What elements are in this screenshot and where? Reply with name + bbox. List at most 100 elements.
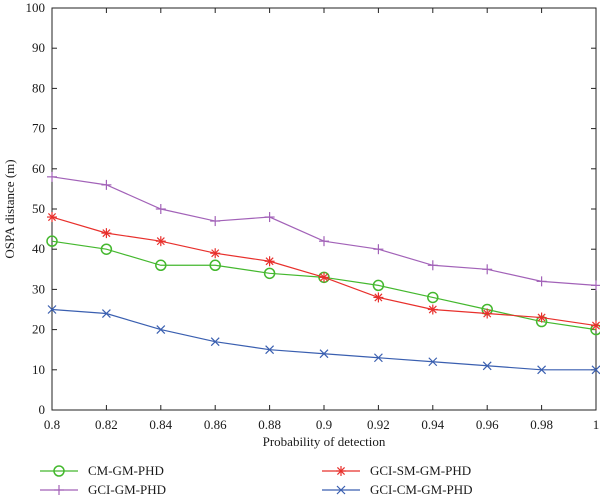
- series-line-gci-sm-gm-phd: [51, 216, 597, 327]
- legend-item-gci-sm-gm-phd: GCI-SM-GM-PHD: [322, 463, 471, 478]
- y-tick-label: 90: [32, 40, 45, 55]
- data-point-gci-gm-phd: [155, 204, 166, 214]
- marker-ast-d2: [428, 305, 437, 314]
- data-point-cm-gm-phd: [427, 291, 439, 304]
- data-point-cm-gm-phd: [263, 267, 276, 280]
- data-point-gci-gm-phd: [264, 212, 275, 223]
- data-point-cm-gm-phd: [372, 279, 385, 292]
- x-tick-label: 0.9: [316, 417, 332, 432]
- legend-marker: [54, 485, 64, 495]
- data-point-gci-sm-gm-phd: [319, 272, 329, 283]
- legend-label: CM-GM-PHD: [88, 463, 164, 478]
- y-tick-label: 0: [39, 402, 46, 417]
- marker-ast-d2: [537, 313, 546, 322]
- x-tick-label: 0.96: [476, 417, 499, 432]
- x-tick-label: 1: [593, 417, 600, 432]
- marker-cross-b: [156, 325, 166, 335]
- series-gci-cm-gm-phd: [47, 305, 600, 375]
- x-tick-label: 0.82: [95, 417, 118, 432]
- legend-label: GCI-SM-GM-PHD: [370, 463, 471, 478]
- marker-ast-d2: [374, 293, 383, 302]
- data-point-gci-cm-gm-phd: [47, 305, 57, 314]
- data-point-cm-gm-phd: [46, 235, 58, 247]
- legend-item-gci-gm-phd: GCI-GM-PHD: [40, 482, 166, 497]
- data-point-gci-cm-gm-phd: [428, 357, 438, 367]
- data-point-gci-cm-gm-phd: [319, 349, 329, 359]
- series-line-gci-cm-gm-phd: [51, 308, 596, 371]
- x-tick-label: 0.84: [149, 417, 172, 432]
- data-point-gci-cm-gm-phd: [101, 309, 111, 318]
- legend-item-gci-cm-gm-phd: GCI-CM-GM-PHD: [322, 482, 473, 497]
- x-axis-label: Probability of detection: [263, 434, 386, 449]
- data-point-gci-sm-gm-phd: [536, 312, 547, 323]
- marker-ast-d2: [47, 213, 57, 222]
- data-point-gci-cm-gm-phd: [591, 365, 600, 375]
- series-cm-gm-phd: [46, 235, 600, 336]
- data-point-gci-gm-phd: [591, 280, 600, 291]
- marker-cross-b: [319, 349, 329, 359]
- marker-circle: [100, 243, 113, 255]
- x-tick-label: 0.88: [258, 417, 281, 432]
- data-point-gci-sm-gm-phd: [591, 320, 600, 331]
- data-point-cm-gm-phd: [155, 259, 167, 272]
- data-point-gci-sm-gm-phd: [101, 228, 112, 239]
- data-point-cm-gm-phd: [209, 259, 221, 272]
- y-tick-label: 50: [32, 201, 45, 216]
- series-line-cm-gm-phd: [51, 240, 597, 331]
- y-tick-label: 10: [32, 362, 45, 377]
- marker-ast-d2: [265, 257, 274, 266]
- data-point-gci-sm-gm-phd: [47, 212, 57, 223]
- series-layer: [46, 171, 600, 375]
- marker-circle: [53, 465, 65, 477]
- marker-cross-b: [537, 365, 547, 375]
- legend-marker: [53, 465, 65, 477]
- marker-ast-d2: [336, 466, 346, 476]
- marker-ast-d2: [156, 237, 165, 246]
- x-tick-label: 0.92: [367, 417, 390, 432]
- x-tick-label: 0.98: [530, 417, 553, 432]
- x-tick-label: 0.8: [44, 417, 60, 432]
- marker-cross-b: [428, 357, 438, 367]
- marker-cross-b: [482, 361, 492, 371]
- marker-circle: [46, 235, 58, 247]
- series-gci-sm-gm-phd: [47, 212, 600, 331]
- data-point-gci-gm-phd: [101, 179, 112, 190]
- legend-label: GCI-CM-GM-PHD: [370, 482, 473, 497]
- data-point-gci-gm-phd: [536, 276, 547, 287]
- data-point-gci-gm-phd: [482, 264, 493, 275]
- y-axis-label: OSPA distance (m): [2, 159, 17, 258]
- data-point-gci-gm-phd: [210, 216, 221, 227]
- marker-circle: [209, 259, 221, 272]
- data-point-gci-cm-gm-phd: [537, 365, 547, 375]
- marker-cross-b: [47, 305, 57, 314]
- legend-item-cm-gm-phd: CM-GM-PHD: [40, 463, 164, 478]
- marker-circle: [427, 291, 439, 304]
- labels: Probability of detection OSPA distance (…: [2, 159, 386, 449]
- series-line-gci-gm-phd: [51, 176, 597, 286]
- marker-cross-b: [373, 353, 383, 363]
- axes: 0.8 0.82 0.84 0.86 0.88 0.9 0.92 0.94 0.96 0.98 10…: [26, 0, 600, 432]
- data-point-gci-cm-gm-phd: [156, 325, 166, 335]
- data-point-gci-cm-gm-phd: [373, 353, 383, 363]
- legend-label: GCI-GM-PHD: [88, 482, 166, 497]
- marker-cross-b: [265, 345, 275, 355]
- data-point-gci-sm-gm-phd: [427, 304, 438, 315]
- legend-marker: [336, 466, 346, 476]
- data-point-cm-gm-phd: [100, 243, 113, 255]
- data-point-gci-cm-gm-phd: [210, 337, 220, 347]
- marker-cross-b: [336, 485, 346, 495]
- data-point-gci-sm-gm-phd: [482, 308, 493, 319]
- data-point-gci-sm-gm-phd: [373, 292, 384, 303]
- plot-frame: [51, 7, 597, 411]
- data-point-gci-gm-phd: [47, 171, 57, 182]
- data-point-gci-cm-gm-phd: [482, 361, 492, 371]
- marker-cross-b: [591, 365, 600, 375]
- marker-ast-d2: [102, 229, 111, 238]
- marker-cross-b: [101, 309, 111, 318]
- marker-circle: [155, 259, 167, 272]
- series-gci-gm-phd: [47, 171, 600, 291]
- y-tick-label: 20: [32, 322, 45, 337]
- y-tick-label: 60: [32, 161, 45, 176]
- marker-ast-d2: [591, 321, 600, 330]
